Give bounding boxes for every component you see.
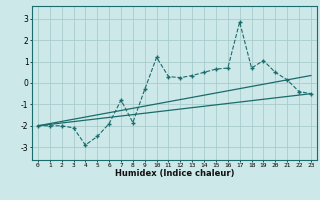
X-axis label: Humidex (Indice chaleur): Humidex (Indice chaleur)	[115, 169, 234, 178]
